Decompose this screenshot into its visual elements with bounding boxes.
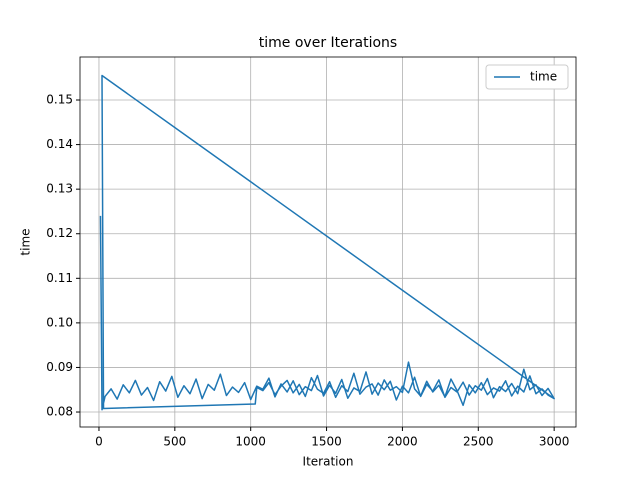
data-line — [99, 74, 555, 411]
y-tick-label: 0.11 — [46, 271, 73, 285]
y-tick-label: 0.15 — [46, 93, 73, 107]
y-tick-label: 0.13 — [46, 182, 73, 196]
y-tick-label: 0.10 — [46, 315, 73, 329]
x-tick-label: 2000 — [387, 435, 418, 449]
x-tick-label: 1000 — [235, 435, 266, 449]
x-tick-label: 3000 — [539, 435, 570, 449]
y-tick-label: 0.08 — [46, 405, 73, 419]
x-tick-label: 1500 — [311, 435, 342, 449]
y-tick-label: 0.12 — [46, 226, 73, 240]
x-axis-label: Iteration — [303, 455, 354, 469]
legend-label: time — [530, 70, 557, 84]
x-tick-label: 500 — [163, 435, 186, 449]
chart-title: time over Iterations — [259, 35, 397, 51]
x-tick-label: 0 — [95, 435, 103, 449]
y-axis-label: time — [19, 228, 33, 255]
y-tick-label: 0.14 — [46, 137, 73, 151]
y-tick-label: 0.09 — [46, 360, 73, 374]
x-tick-label: 2500 — [463, 435, 494, 449]
plot-frame — [79, 56, 577, 428]
legend-box — [485, 64, 569, 90]
